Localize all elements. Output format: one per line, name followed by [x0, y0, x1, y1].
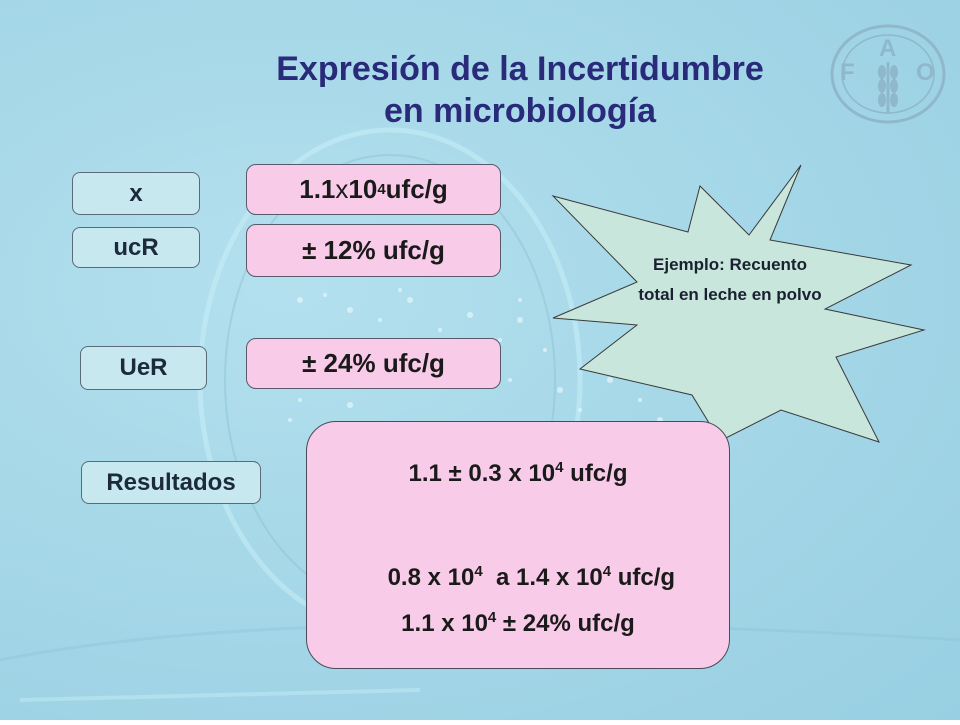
result-line-2-b: a 1.4 x 10: [482, 564, 603, 591]
label-uer: UeR: [80, 346, 207, 390]
callout-line-2: total en leche en polvo: [638, 285, 822, 304]
result-line-1-b: ufc/g: [563, 460, 628, 487]
result-line-2-c: ufc/g: [611, 564, 676, 591]
result-line-2-exponent-2: 4: [602, 563, 612, 580]
result-line-2-exponent-1: 4: [474, 563, 483, 580]
callout-line-1: Ejemplo: Recuento: [653, 255, 807, 274]
result-line-3-a: 1.1 x 10: [401, 610, 488, 637]
title-line-1: Expresión de la Incertidumbre: [276, 50, 764, 88]
label-ucr: ucR: [72, 227, 200, 268]
value-x-unit: ufc/g: [385, 174, 448, 204]
svg-text:A: A: [879, 35, 896, 62]
value-uer: ± 24% ufc/g: [246, 338, 501, 389]
result-line-1-exponent: 4: [555, 459, 564, 476]
label-x: x: [72, 172, 200, 215]
value-x-base: 10: [348, 174, 378, 204]
result-line-3-exponent: 4: [487, 609, 497, 626]
svg-text:F: F: [840, 59, 855, 86]
callout-text: Ejemplo: Recuento total en leche en polv…: [580, 250, 880, 310]
value-x-lead: 1.1: [299, 174, 336, 204]
svg-text:O: O: [916, 59, 935, 86]
result-line-1-a: 1.1 ± 0.3 x 10: [408, 460, 556, 487]
value-x-times: x: [335, 174, 349, 204]
result-line-2: 0.8 x 104 a 1.4 x 104 ufc/g: [307, 536, 729, 620]
result-line-3: 1.1 x 104 ± 24% ufc/g: [307, 610, 729, 638]
fao-logo: F A O: [830, 24, 946, 124]
title-line-2: en microbiología: [383, 92, 657, 130]
slide-title: Expresión de la Incertidumbre en microbi…: [190, 48, 850, 132]
result-line-1: 1.1 ± 0.3 x 104 ufc/g: [307, 460, 729, 488]
value-x: 1.1 x 10 4 ufc/g: [246, 164, 501, 215]
value-ucr: ± 12% ufc/g: [246, 224, 501, 277]
label-resultados: Resultados: [81, 461, 261, 504]
results-box: 1.1 ± 0.3 x 104 ufc/g 0.8 x 104 a 1.4 x …: [306, 421, 730, 669]
result-line-3-b: ± 24% ufc/g: [496, 610, 635, 637]
result-line-2-a: 0.8 x 10: [387, 564, 475, 591]
